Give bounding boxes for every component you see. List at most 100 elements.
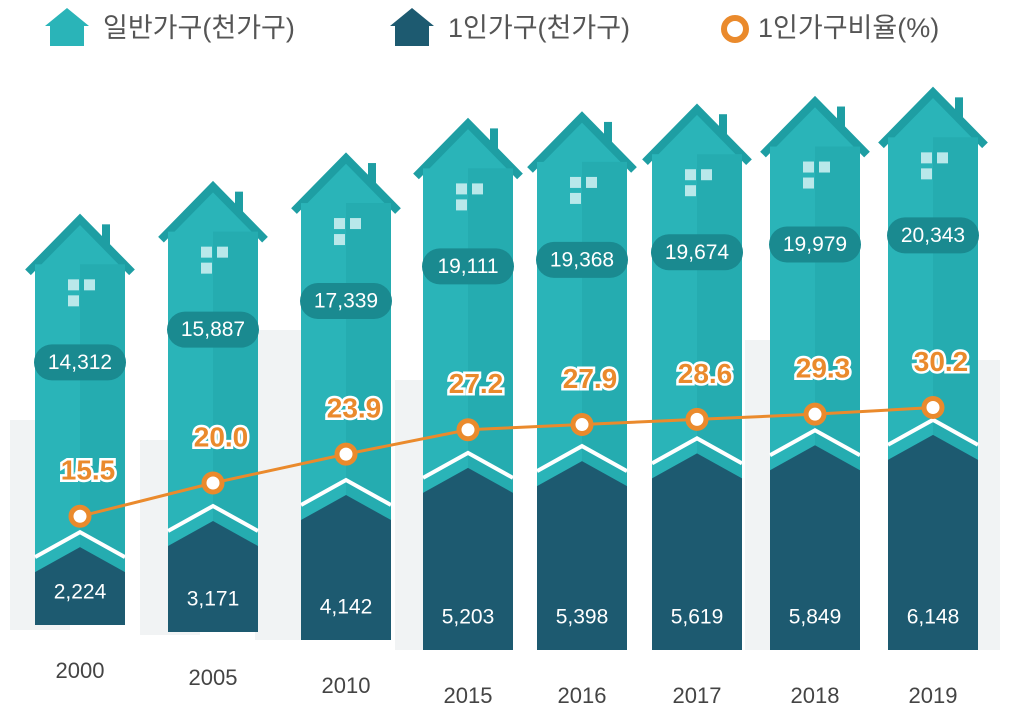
roof-edge bbox=[291, 152, 401, 214]
single-label: 2,224 bbox=[54, 581, 107, 604]
ratio-label: 29.3 bbox=[796, 353, 851, 384]
chevron bbox=[167, 503, 259, 533]
window bbox=[685, 185, 696, 197]
general-label: 19,368 bbox=[550, 248, 614, 271]
value-pill bbox=[536, 241, 628, 278]
window bbox=[921, 152, 932, 164]
x-tick-label: 2005 bbox=[189, 665, 238, 690]
chimney bbox=[235, 191, 243, 214]
legend-icon bbox=[390, 8, 434, 46]
x-tick-label: 2000 bbox=[56, 658, 105, 683]
ratio-label: 28.6 bbox=[678, 358, 733, 389]
roof bbox=[888, 95, 978, 140]
ratio-label: 23.9 bbox=[327, 393, 382, 424]
ratio-point bbox=[201, 471, 225, 495]
value-pill bbox=[34, 344, 126, 381]
single-bar bbox=[652, 453, 742, 650]
roof bbox=[423, 126, 513, 171]
ratio-point bbox=[456, 418, 480, 442]
roof bbox=[537, 119, 627, 164]
general-label: 19,111 bbox=[437, 255, 498, 278]
chevron bbox=[536, 443, 628, 473]
roof-edge bbox=[878, 86, 988, 149]
legend-icon bbox=[45, 8, 89, 46]
general-label: 17,339 bbox=[314, 290, 378, 313]
roof bbox=[35, 222, 125, 267]
window bbox=[701, 169, 712, 181]
window bbox=[472, 183, 483, 195]
legend-icon bbox=[721, 15, 749, 43]
single-label: 5,398 bbox=[556, 606, 609, 629]
window bbox=[803, 177, 814, 189]
roof bbox=[770, 104, 860, 149]
window bbox=[201, 246, 212, 258]
window bbox=[201, 262, 212, 274]
value-pill bbox=[769, 226, 861, 263]
single-bar bbox=[770, 445, 860, 650]
value-pill bbox=[887, 217, 979, 254]
single-bar bbox=[35, 547, 125, 625]
single-bar bbox=[423, 467, 513, 650]
ratio-point bbox=[68, 504, 92, 528]
ratio-point bbox=[334, 442, 358, 466]
legend-label: 1인가구비율(%) bbox=[758, 13, 939, 43]
chevron bbox=[422, 450, 514, 480]
ratio-label: 15.5 bbox=[61, 455, 116, 486]
window bbox=[937, 152, 948, 164]
chimney bbox=[837, 106, 845, 129]
chimney bbox=[102, 224, 110, 247]
chevron bbox=[769, 427, 861, 458]
chevron bbox=[887, 417, 979, 447]
chimney bbox=[719, 114, 727, 137]
ratio-label: 30.2 bbox=[914, 346, 969, 377]
single-label: 5,849 bbox=[789, 606, 842, 629]
general-label: 19,674 bbox=[665, 241, 730, 264]
x-tick-label: 2016 bbox=[558, 683, 607, 708]
roof-edge bbox=[413, 117, 523, 180]
general-label: 20,343 bbox=[901, 224, 965, 247]
ratio-point bbox=[803, 402, 827, 426]
x-tick-label: 2010 bbox=[322, 673, 371, 698]
single-label: 6,148 bbox=[907, 606, 960, 629]
single-bar bbox=[537, 461, 627, 650]
window bbox=[570, 192, 581, 204]
roof-edge bbox=[527, 111, 637, 173]
value-pill bbox=[167, 311, 259, 348]
chevron bbox=[300, 477, 392, 507]
roof bbox=[652, 112, 742, 157]
legend-label: 1인가구(천가구) bbox=[448, 13, 630, 43]
ratio-label: 27.2 bbox=[449, 368, 504, 399]
ratio-point bbox=[921, 396, 945, 420]
ratio-label: 20.0 bbox=[194, 421, 249, 452]
legend-label: 일반가구(천가구) bbox=[103, 13, 295, 43]
roof bbox=[301, 161, 391, 206]
general-label: 19,979 bbox=[783, 233, 847, 256]
window bbox=[68, 295, 79, 307]
chimney bbox=[604, 121, 612, 144]
window bbox=[570, 176, 581, 188]
ratio-label: 27.9 bbox=[563, 363, 618, 394]
roof bbox=[168, 189, 258, 234]
value-pill bbox=[651, 234, 743, 271]
roof-edge bbox=[642, 103, 752, 166]
window bbox=[350, 218, 361, 230]
chevron bbox=[651, 436, 743, 466]
general-label: 15,887 bbox=[181, 318, 245, 341]
x-tick-label: 2017 bbox=[673, 683, 722, 708]
single-label: 3,171 bbox=[187, 588, 240, 611]
window bbox=[217, 246, 228, 258]
window bbox=[685, 169, 696, 181]
single-bar bbox=[168, 521, 258, 632]
single-bar bbox=[301, 495, 391, 640]
window bbox=[819, 161, 830, 173]
chimney bbox=[490, 128, 498, 151]
single-label: 4,142 bbox=[320, 596, 373, 619]
window bbox=[803, 161, 814, 173]
single-bar bbox=[888, 434, 978, 650]
x-tick-label: 2018 bbox=[791, 683, 840, 708]
value-pill bbox=[300, 283, 392, 320]
general-label: 14,312 bbox=[48, 351, 112, 374]
window bbox=[456, 199, 467, 211]
window bbox=[84, 279, 95, 291]
